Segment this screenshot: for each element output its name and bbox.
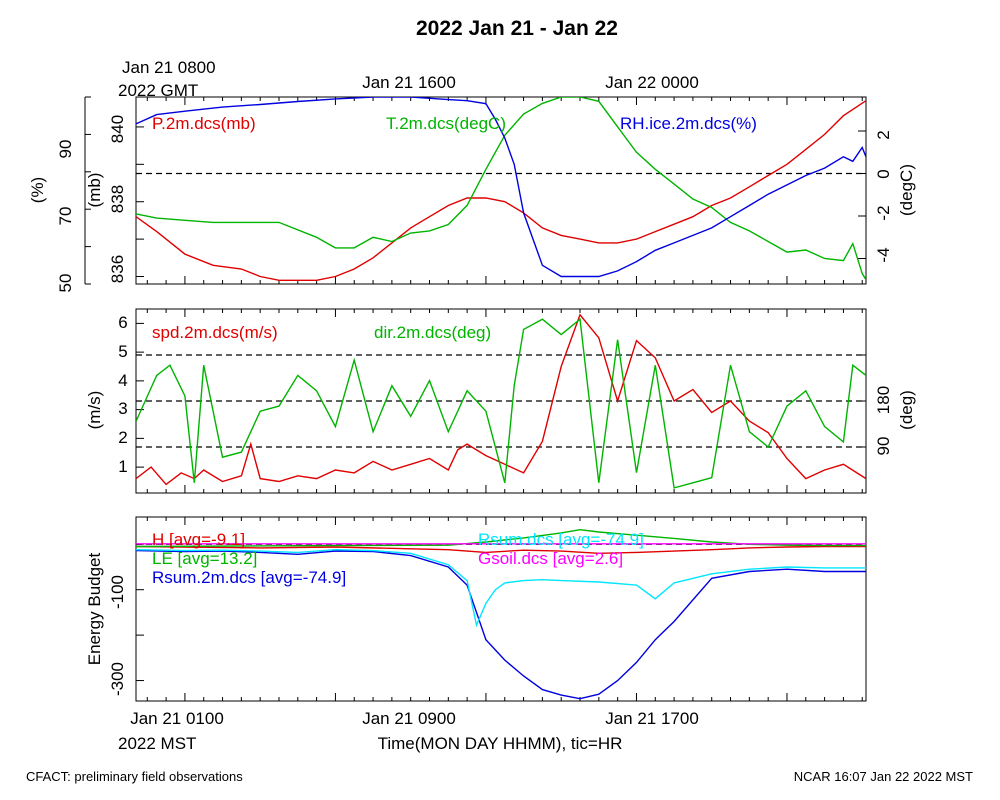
footer-right: NCAR 16:07 Jan 22 2022 MST — [794, 769, 973, 784]
mst-end-label: Jan 21 1700 — [605, 709, 699, 728]
legend-rsum-2m: Rsum.2m.dcs [avg=-74.9] — [152, 568, 346, 587]
legend-speed: spd.2m.dcs(m/s) — [152, 323, 278, 342]
x-ticks — [85, 96, 866, 701]
chart-title: 2022 Jan 21 - Jan 22 — [416, 17, 618, 40]
series-rsum-2m-dcs — [136, 549, 866, 700]
spd-tick-5: 5 — [118, 342, 127, 361]
spd-tick-6: 6 — [118, 313, 127, 332]
mst-mid-label: Jan 21 0900 — [362, 709, 456, 728]
series-spd-2m-dcs-m-s- — [136, 313, 866, 486]
top-panel-series — [136, 97, 866, 281]
energy-tick-neg100: -100 — [108, 575, 127, 609]
t-axis-label: (degC) — [897, 164, 916, 216]
legend-rsum: Rsum.dcs [avg=-74.9] — [478, 530, 644, 549]
legend-rh: RH.ice.2m.dcs(%) — [620, 114, 757, 133]
energy-axis-label: Energy Budget — [85, 552, 104, 665]
legend-le: LE [avg=13.2] — [152, 549, 257, 568]
mst-start-label: Jan 21 0100 — [130, 709, 224, 728]
middle-panel-series — [136, 313, 866, 489]
bottom-panel-series — [136, 528, 866, 700]
t-tick-2: 2 — [874, 130, 893, 139]
t-tick-neg4: -4 — [874, 247, 893, 262]
series-rh-ice-2m-dcs- — [136, 97, 866, 278]
legend-temperature: T.2m.dcs(degC) — [386, 114, 506, 133]
legend-direction: dir.2m.dcs(deg) — [374, 323, 491, 342]
rh-tick-50: 50 — [56, 274, 75, 293]
bottom-panel-axes: Energy Budget -100 -300 — [85, 552, 127, 696]
spd-axis-label: (m/s) — [85, 391, 104, 430]
series-t-2m-dcs-degc- — [136, 97, 866, 281]
t-tick-neg2: -2 — [874, 205, 893, 220]
series-h — [136, 545, 866, 555]
series-p-2m-dcs-mb- — [136, 100, 866, 281]
gmt-year-label: 2022 GMT — [118, 81, 198, 100]
spd-tick-3: 3 — [118, 399, 127, 418]
p-tick-836: 836 — [108, 255, 127, 283]
spd-tick-2: 2 — [118, 428, 127, 447]
series-dir-2m-dcs-deg- — [136, 317, 866, 489]
top-panel-axes: (%) (mb) (degC) 50 70 90 836 838 840 -4 … — [28, 115, 916, 293]
middle-panel-axes: (m/s) (deg) 1 2 3 4 5 6 90 180 — [85, 313, 916, 476]
legend-gsoil: Gsoil.dcs [avg=2.6] — [478, 549, 623, 568]
gmt-mid-label: Jan 21 1600 — [362, 73, 456, 92]
bottom-panel-frame — [135, 516, 867, 702]
spd-tick-1: 1 — [118, 457, 127, 476]
legend-h: H [avg=-9.1] — [152, 530, 245, 549]
spd-tick-4: 4 — [118, 371, 127, 390]
energy-tick-neg300: -300 — [108, 662, 127, 696]
mst-year-label: 2022 MST — [118, 734, 196, 753]
top-panel-frame — [135, 96, 867, 285]
rh-tick-70: 70 — [56, 207, 75, 226]
gmt-end-label: Jan 22 0000 — [605, 73, 699, 92]
p-tick-838: 838 — [108, 185, 127, 213]
rh-axis-label: (%) — [28, 177, 47, 203]
p-axis-label: (mb) — [85, 173, 104, 208]
t-tick-0: 0 — [874, 169, 893, 178]
series-rsum-dcs — [136, 548, 866, 628]
dir-tick-180: 180 — [874, 386, 893, 414]
dir-axis-label: (deg) — [897, 390, 916, 430]
gmt-start-label: Jan 21 0800 — [122, 58, 216, 77]
x-axis-label: Time(MON DAY HHMM), tic=HR — [378, 734, 623, 753]
rh-tick-90: 90 — [56, 140, 75, 159]
footer-left: CFACT: preliminary field observations — [26, 769, 243, 784]
dir-tick-90: 90 — [874, 437, 893, 456]
p-tick-840: 840 — [108, 115, 127, 143]
legend-pressure: P.2m.dcs(mb) — [152, 114, 256, 133]
